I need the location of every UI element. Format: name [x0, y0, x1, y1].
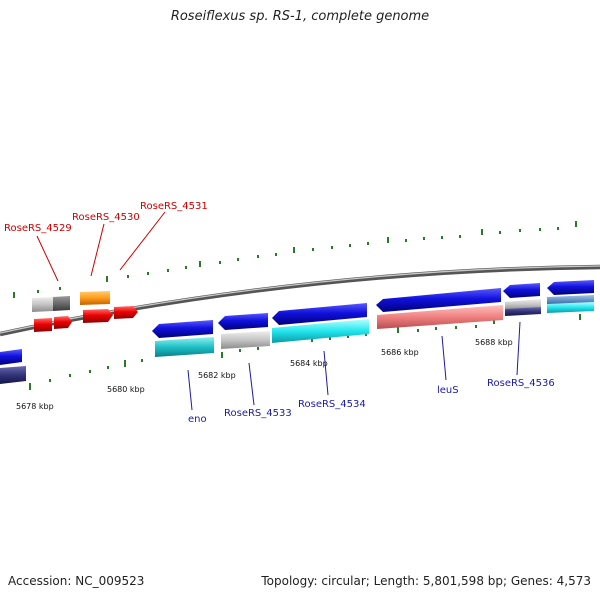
gene-feature-cyan[interactable] — [272, 319, 369, 343]
gene-cluster-left — [32, 291, 138, 332]
gene-label-roseRS-4533[interactable]: RoseRS_4533 — [224, 408, 292, 419]
scale-label: 5682 kbp — [198, 371, 236, 380]
scale-label: 5678 kbp — [16, 402, 54, 411]
gene-feature-grey[interactable] — [32, 297, 53, 312]
gene-feature-grey[interactable] — [505, 299, 541, 310]
leader-lines-red — [36, 211, 166, 282]
leader-lines-blue — [187, 321, 521, 411]
map-title: Roseiflexus sp. RS-1, complete genome — [170, 9, 430, 24]
gene-feature-red[interactable] — [54, 316, 72, 329]
gene-feature-orange[interactable] — [80, 291, 110, 305]
gene-label-roseRS-4536[interactable]: RoseRS_4536 — [487, 378, 555, 389]
gene-feature-blue[interactable] — [218, 313, 268, 330]
gene-feature-red[interactable] — [34, 318, 52, 332]
gene-feature-blue[interactable] — [152, 320, 213, 338]
gene-feature-blue[interactable] — [0, 349, 22, 365]
gene-feature-red[interactable] — [114, 306, 138, 319]
gene-feature-cyan[interactable] — [547, 302, 594, 313]
gene-feature-red[interactable] — [83, 309, 113, 323]
scale-label: 5684 kbp — [290, 359, 328, 368]
gene-feature-blue[interactable] — [376, 288, 501, 312]
accession-label: Accession: NC_009523 — [8, 574, 145, 588]
gene-label-roseRS-4531[interactable]: RoseRS_4531 — [140, 201, 208, 212]
gene-feature-navy[interactable] — [0, 366, 26, 384]
gene-label-leuS[interactable]: leuS — [437, 385, 459, 396]
gene-feature-darkgrey[interactable] — [53, 296, 70, 311]
gene-feature-blue[interactable] — [503, 283, 540, 298]
outer-tick-row — [13, 221, 577, 298]
gene-label-roseRS-4529[interactable]: RoseRS_4529 — [4, 223, 72, 234]
scale-label: 5686 kbp — [381, 348, 419, 357]
gene-label-eno[interactable]: eno — [188, 414, 207, 425]
genome-summary: Topology: circular; Length: 5,801,598 bp… — [261, 574, 591, 588]
gene-feature-blue[interactable] — [547, 280, 594, 295]
gene-label-roseRS-4530[interactable]: RoseRS_4530 — [72, 212, 140, 223]
gene-feature-teal[interactable] — [155, 337, 214, 357]
gene-feature-grey[interactable] — [221, 331, 270, 349]
scale-label: 5680 kbp — [107, 385, 145, 394]
gene-label-roseRS-4534[interactable]: RoseRS_4534 — [298, 399, 366, 410]
gene-feature-navy[interactable] — [505, 307, 541, 316]
scale-label: 5688 kbp — [475, 338, 513, 347]
gene-cluster-main — [0, 280, 594, 384]
gene-feature-salmon[interactable] — [377, 305, 503, 329]
gene-feature-blue[interactable] — [272, 303, 367, 325]
